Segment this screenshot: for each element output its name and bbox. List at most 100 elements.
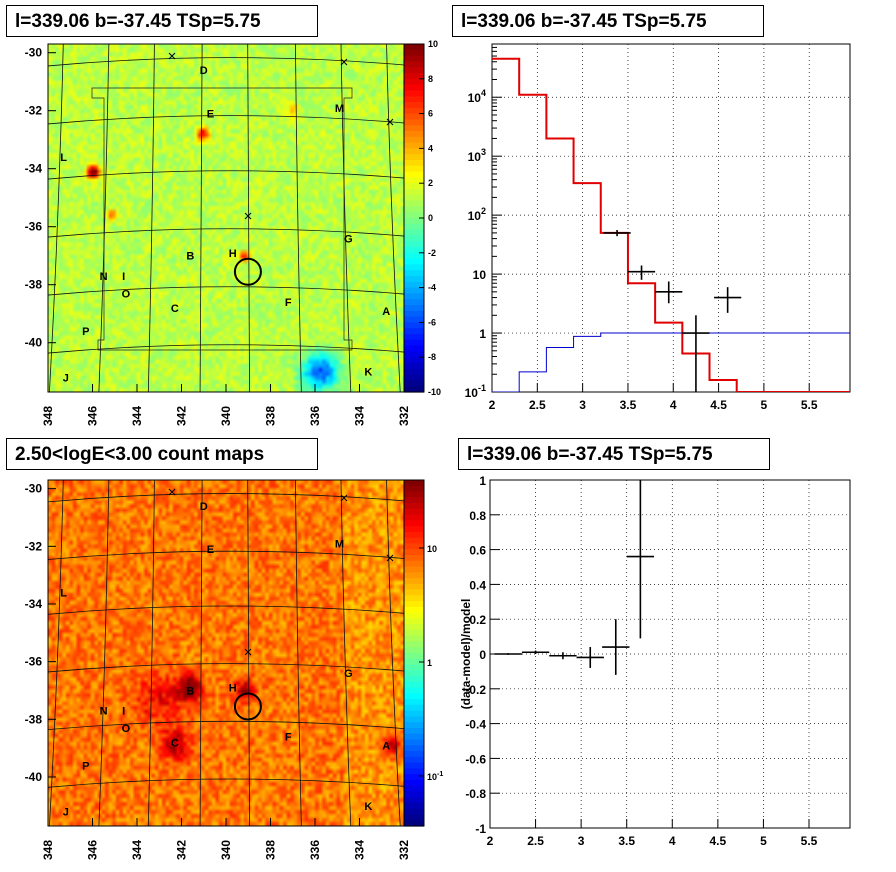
ts-colorbar-cell: [404, 84, 424, 91]
spectrum-plot-group: [492, 57, 850, 392]
ts-colorbar-cell: [404, 218, 424, 225]
spectrum-ytick-label: 103: [468, 147, 486, 164]
cnt-colorbar-cell: [404, 727, 424, 735]
br-panel-title: l=339.06 b=-37.45 TSp=5.75: [458, 438, 770, 470]
ts-source-label-P: P: [82, 326, 89, 338]
ts-colorbar-label: -2: [428, 248, 436, 258]
ts-colorbar-cell: [404, 194, 424, 202]
cnt-colorbar-cell: [404, 681, 424, 689]
cnt-colorbar-frame: [403, 479, 425, 827]
ts-parallel: [48, 344, 404, 354]
cnt-cross-marker: [244, 648, 252, 656]
cnt-colorbar-cell: [404, 480, 424, 487]
cnt-source-label-O: O: [122, 723, 131, 735]
ts-colorbar-cell: [404, 131, 424, 138]
ts-colorbar-cell: [404, 287, 424, 294]
residuals-xtick-label: 2: [487, 834, 494, 848]
ts-parallel: [48, 228, 404, 238]
cnt-parallel: [48, 778, 404, 788]
cnt-colorbar-cell: [404, 491, 424, 498]
cnt-source-label-C: C: [171, 737, 179, 749]
cnt-colorbar-cell: [404, 641, 424, 648]
residuals-ytick-label: -0.8: [465, 787, 486, 801]
cnt-colorbar-cell: [404, 537, 424, 545]
ts-colorbar-cell: [404, 299, 424, 306]
ts-ytick-label: -34: [25, 162, 43, 176]
ts-colorbar-label: -6: [428, 317, 436, 327]
cnt-cross-marker: [340, 494, 348, 502]
cnt-ytick-label: -32: [25, 539, 43, 553]
ts-colorbar-cell: [404, 119, 424, 126]
cnt-colorbar-label: 10-1: [427, 771, 443, 782]
cnt-xtick-label: 348: [41, 840, 55, 860]
ts-colorbar-cell: [404, 136, 424, 144]
residuals-ytick-label: -0.4: [465, 718, 486, 732]
ts-source-label-H: H: [229, 248, 237, 260]
residuals-ytick-label: 0: [479, 648, 486, 662]
cnt-source-label-G: G: [344, 668, 353, 680]
cnt-colorbar-cell: [404, 647, 424, 654]
ts-xtick-label: 348: [41, 406, 55, 426]
cnt-xtick-label: 334: [353, 840, 367, 860]
ts-colorbar-cell: [404, 212, 424, 219]
ts-colorbar-cell: [404, 351, 424, 358]
ts-colorbar-cell: [404, 206, 424, 213]
cnt-source-label-M: M: [335, 538, 344, 550]
spectrum-frame: [491, 43, 851, 393]
cnt-parallel: [48, 493, 404, 503]
ts-colorbar-cell: [404, 189, 424, 196]
ts-xtick-label: 344: [130, 406, 144, 426]
cnt-colorbar-cell: [404, 526, 424, 533]
cnt-parallel: [48, 720, 404, 731]
ts-xtick-label: 338: [264, 406, 278, 426]
ts-xtick-label: 334: [353, 406, 367, 426]
cnt-colorbar-cell: [404, 785, 424, 792]
cnt-colorbar-cell: [404, 693, 424, 700]
spectrum-ytick-label: 10: [473, 268, 487, 282]
ts-colorbar-cell: [404, 229, 424, 236]
ts-colorbar-cell: [404, 281, 424, 289]
ts-colorbar-label: -10: [428, 387, 441, 397]
cnt-source-label-L: L: [60, 587, 67, 599]
cnt-ytick-label: -36: [25, 655, 43, 669]
cnt-colorbar-label: 10: [427, 544, 437, 554]
ts-colorbar-cell: [404, 264, 424, 271]
cnt-colorbar-cell: [404, 670, 424, 677]
ts-source-label-M: M: [335, 103, 344, 115]
ts-colorbar-cell: [404, 339, 424, 347]
ts-colorbar-cell: [404, 363, 424, 370]
ts-colorbar-cell: [404, 183, 424, 190]
ts-source-label-F: F: [285, 297, 292, 309]
cnt-meridian: [295, 480, 302, 826]
cnt-xtick-label: 342: [175, 840, 189, 860]
ts-colorbar-cell: [404, 316, 424, 323]
cnt-colorbar-cell: [404, 543, 424, 550]
cnt-ytick-label: -40: [25, 770, 43, 784]
cnt-source-label-K: K: [364, 801, 372, 813]
ts-colorbar-cell: [404, 160, 424, 167]
cnt-colorbar-cell: [404, 606, 424, 614]
ts-colorbar-cell: [404, 73, 424, 80]
cnt-meridian: [49, 480, 64, 826]
ts-colorbar-cell: [404, 96, 424, 103]
cnt-colorbar-cell: [404, 745, 424, 752]
ts-colorbar-cell: [404, 61, 424, 68]
ts-colorbar-cell: [404, 78, 424, 86]
ts-colorbar-cell: [404, 102, 424, 109]
cnt-colorbar-cell: [404, 658, 424, 666]
ts-colorbar-label: 4: [428, 143, 433, 153]
spectrum-ytick-label: 104: [468, 88, 486, 105]
cnt-ytick-label: -30: [25, 482, 43, 496]
residuals-ytick-label: 0.6: [469, 544, 486, 558]
spectrum-model-red-line: [492, 57, 850, 392]
cnt-colorbar-cell: [404, 751, 424, 758]
residuals-ytick-label: 0.4: [469, 578, 486, 592]
cnt-source-label-J: J: [63, 807, 69, 819]
ts-grid-group: D E M L G B H N IO C F A P J K: [48, 44, 404, 392]
cnt-colorbar-cell: [404, 485, 424, 493]
cnt-ytick-label: -38: [25, 712, 43, 726]
ts-colorbar-cell: [404, 270, 424, 277]
ts-colorbar-cell: [404, 380, 424, 387]
ts-colorbar-cell: [404, 374, 424, 381]
